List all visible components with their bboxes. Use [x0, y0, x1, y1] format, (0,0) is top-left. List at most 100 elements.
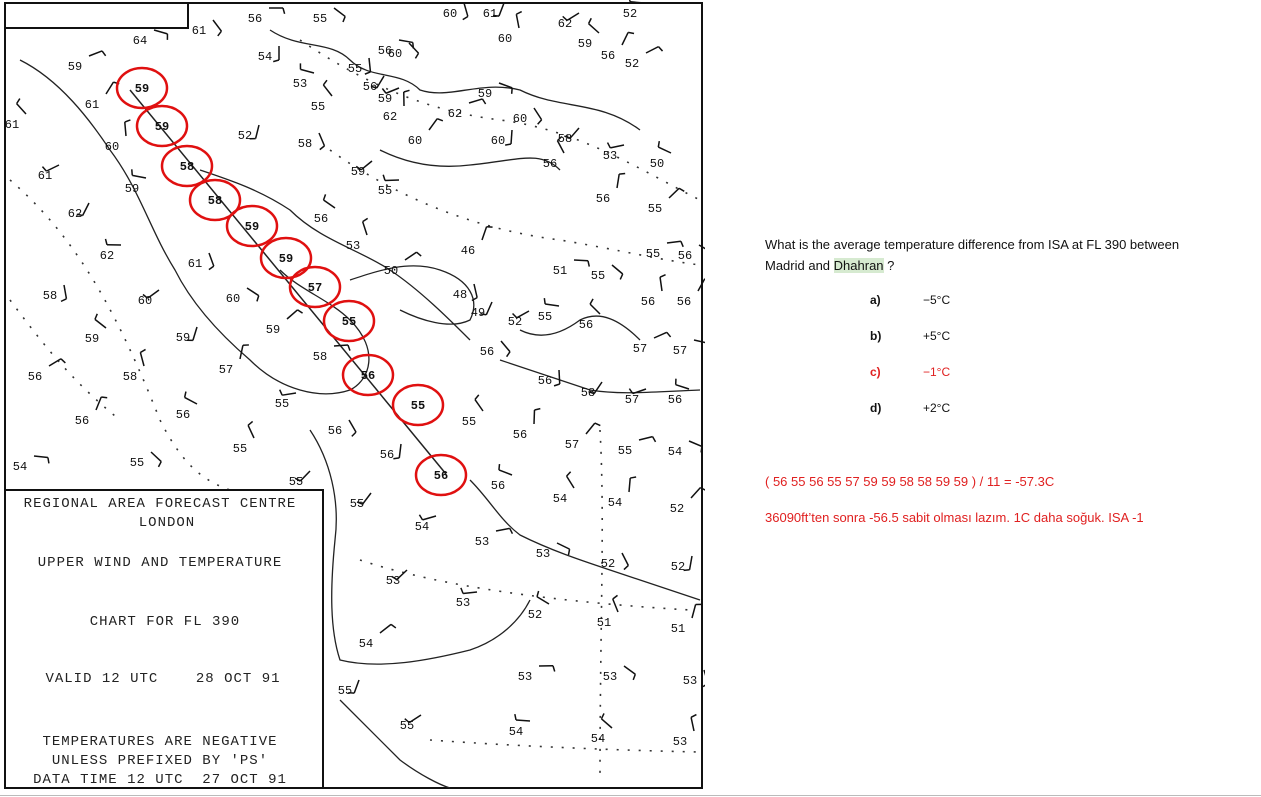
route-circle — [341, 353, 395, 397]
temperature-label: 53 — [683, 674, 697, 688]
temperature-label: 56 — [668, 393, 682, 407]
wind-barb-feather — [356, 501, 363, 505]
temperature-label: 53 — [603, 149, 617, 163]
chart-frame — [4, 2, 703, 789]
wind-barb — [616, 174, 620, 189]
temperature-label: 52 — [238, 129, 252, 143]
wind-barb-feather — [256, 295, 260, 302]
wind-barb-feather — [700, 446, 703, 453]
temperature-label: 52 — [623, 7, 637, 21]
wind-barb — [558, 369, 561, 385]
wind-barb — [132, 174, 147, 179]
temperature-label: 60 — [498, 32, 512, 46]
temperature-label: 54 — [359, 637, 373, 651]
wind-barb — [545, 303, 560, 307]
wind-barb-feather — [566, 471, 572, 477]
temperature-label: 48 — [453, 288, 467, 302]
wind-barb — [361, 492, 372, 505]
legend-line: UNLESS PREFIXED BY 'PS' — [52, 753, 268, 769]
wind-barb-feather — [481, 98, 487, 105]
wind-barb — [94, 318, 107, 329]
wind-barb-feather — [619, 172, 626, 175]
wind-barb-feather — [416, 251, 422, 257]
temperature-label: 61 — [5, 118, 19, 132]
temperature-label: 62 — [68, 207, 82, 221]
wind-barb — [566, 12, 580, 22]
temperature-label: 56 — [328, 424, 342, 438]
wind-barb — [428, 118, 438, 131]
wind-barb — [556, 542, 570, 550]
wind-barb — [621, 552, 630, 566]
wind-barb — [463, 2, 469, 17]
temperature-label: 62 — [383, 110, 397, 124]
wind-barb-feather — [657, 141, 661, 148]
option-letter: c) — [870, 365, 881, 379]
wind-barb-feather — [659, 274, 666, 278]
wind-barb-feather — [534, 407, 541, 411]
wind-barb-feather — [370, 85, 377, 89]
wind-barb — [473, 283, 478, 298]
wind-barb-feather — [632, 673, 637, 681]
wind-barb — [88, 50, 103, 57]
wind-barb — [657, 146, 672, 154]
temperature-label: 56 — [28, 370, 42, 384]
temperature-label: 53 — [673, 735, 687, 749]
wind-barb — [515, 719, 531, 722]
wind-barb-feather — [683, 569, 690, 572]
temperature-label: 52 — [625, 57, 639, 71]
temperature-label: 55 — [130, 456, 144, 470]
weather-chart: 56 55 60 6162525960565256605556595355626062… — [4, 0, 705, 789]
wind-barb-feather — [322, 194, 327, 201]
legend-line: CHART FOR FL 390 — [90, 614, 240, 630]
wind-barb — [481, 226, 488, 241]
wind-barb — [282, 392, 297, 396]
route-temperature: 58 — [180, 160, 194, 174]
temperature-label: 56 — [75, 414, 89, 428]
wind-barb — [500, 340, 511, 353]
wind-barb — [63, 284, 68, 299]
wind-barb — [698, 244, 705, 250]
question-text: What is the average temperature differen… — [765, 237, 1180, 273]
wind-barb — [668, 187, 680, 199]
wind-barb-feather — [364, 71, 371, 75]
wind-barb-feather — [657, 46, 664, 52]
temperature-label: 54 — [668, 445, 682, 459]
route-temperature: 55 — [342, 315, 356, 329]
route-points: 59 59 58 58 59 59 57 55 56 55 56 — [115, 66, 468, 497]
wind-barb-feather — [515, 10, 523, 15]
temperature-label: 53 — [293, 77, 307, 91]
temperature-label: 54 — [553, 492, 567, 506]
temperature-label: 57 — [673, 344, 687, 358]
route-circle — [414, 453, 468, 497]
temperature-label: 50 — [650, 157, 664, 171]
wind-barb-feather — [47, 457, 50, 464]
wind-barb — [246, 287, 260, 297]
wind-barb-feather — [462, 15, 469, 21]
wind-barb — [105, 81, 115, 95]
temperature-label: 50 — [384, 264, 398, 278]
wind-barb — [318, 132, 326, 147]
temperature-label: 52 — [671, 560, 685, 574]
wind-barb-feather — [628, 388, 634, 394]
wind-barb-feather — [628, 0, 631, 2]
legend-line: UPPER WIND AND TEMPERATURE — [38, 555, 282, 571]
wind-barb — [612, 598, 619, 613]
wind-barb-feather — [322, 79, 328, 86]
wind-barb — [690, 717, 695, 732]
wind-barb-feather — [297, 309, 303, 314]
wind-barb — [385, 87, 400, 94]
wind-barb — [124, 121, 127, 137]
wind-barb-feather — [504, 143, 512, 146]
wind-barb-feather — [666, 331, 672, 338]
temperature-label: 61 — [192, 24, 206, 38]
temperature-label: 53 — [536, 547, 550, 561]
temperature-label: 56 — [314, 212, 328, 226]
route-circle — [391, 383, 445, 427]
route-temperature: 55 — [411, 399, 425, 413]
route-temperature: 56 — [434, 469, 448, 483]
wind-barb — [208, 252, 215, 267]
wind-barb — [474, 399, 484, 412]
wind-barb-feather — [294, 477, 301, 482]
wind-barb-feather — [273, 59, 280, 63]
wind-barb — [398, 443, 402, 458]
